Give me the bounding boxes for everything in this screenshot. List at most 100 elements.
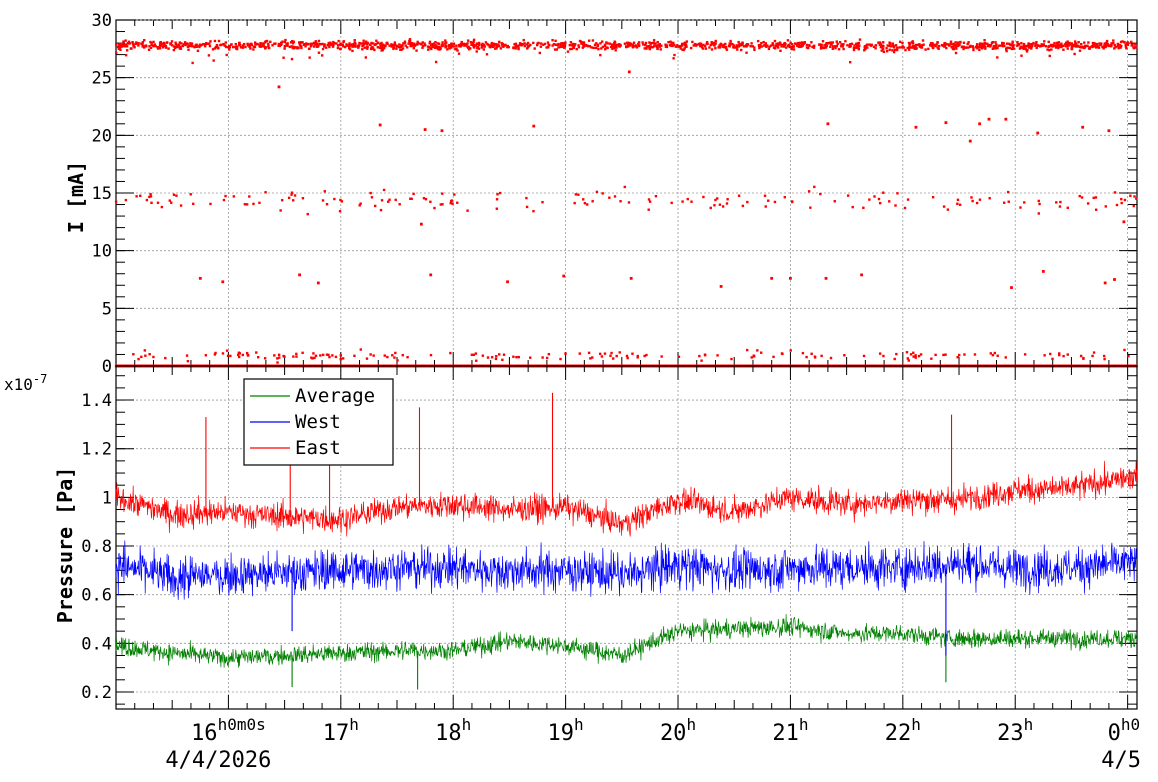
current-point <box>400 48 403 51</box>
current-point <box>801 44 805 47</box>
current-point <box>1047 45 1050 49</box>
y-tick-label: 30 <box>92 11 112 31</box>
current-point <box>539 42 543 45</box>
current-point <box>292 199 295 202</box>
current-point <box>335 42 338 45</box>
current-point <box>393 356 396 359</box>
current-point <box>512 46 515 50</box>
current-point <box>262 45 266 48</box>
legend: Average West East <box>243 378 394 466</box>
current-point <box>1008 42 1011 46</box>
current-point <box>371 47 375 50</box>
current-point <box>523 42 526 45</box>
current-point <box>149 46 153 49</box>
current-point <box>271 44 274 47</box>
current-point <box>133 46 136 49</box>
current-point <box>305 43 309 46</box>
current-point <box>763 44 766 47</box>
current-point <box>994 47 997 50</box>
current-point <box>825 44 828 48</box>
current-point <box>728 42 731 45</box>
current-point <box>1006 190 1010 194</box>
current-point <box>749 45 752 48</box>
current-point <box>779 49 782 52</box>
current-point <box>914 356 917 359</box>
current-point <box>183 41 187 44</box>
current-outlier-point <box>978 122 982 126</box>
current-point <box>844 40 847 43</box>
current-point <box>966 42 969 46</box>
current-point <box>866 43 869 46</box>
current-point <box>156 47 160 50</box>
current-point <box>868 198 871 201</box>
current-point <box>354 43 357 47</box>
current-point <box>542 43 545 46</box>
current-outlier-point <box>826 122 830 126</box>
current-point <box>225 349 229 352</box>
current-point <box>995 45 998 48</box>
current-point <box>626 356 629 360</box>
current-point <box>1112 41 1115 45</box>
current-point <box>1092 42 1095 45</box>
current-point <box>710 40 713 44</box>
current-point <box>124 43 128 46</box>
current-point <box>283 47 286 50</box>
current-point <box>416 42 419 46</box>
current-point <box>581 46 584 49</box>
current-point <box>263 357 267 360</box>
current-point <box>345 44 349 47</box>
current-point <box>363 46 367 49</box>
current-point <box>984 45 987 49</box>
current-point <box>896 192 899 195</box>
x-tick-label: 19h <box>548 715 584 746</box>
current-point <box>571 44 574 47</box>
current-point <box>981 46 984 50</box>
current-point <box>866 46 869 49</box>
current-point <box>252 48 255 51</box>
current-point <box>277 42 281 46</box>
current-point <box>412 46 416 50</box>
current-point <box>908 46 911 49</box>
current-point <box>705 42 708 46</box>
current-point <box>366 47 369 50</box>
current-point <box>627 45 630 48</box>
legend-label-average: Average <box>295 385 375 407</box>
current-point <box>835 40 838 43</box>
x-tick-label: 23h <box>997 715 1033 746</box>
current-point <box>971 199 974 203</box>
current-point <box>348 42 351 45</box>
current-point <box>1010 47 1014 51</box>
current-point <box>282 56 285 59</box>
current-point <box>386 355 389 359</box>
current-point <box>927 47 930 51</box>
current-point <box>441 192 444 195</box>
current-point <box>115 51 118 55</box>
series-line-west <box>115 540 1138 600</box>
current-point <box>446 48 449 51</box>
current-point <box>536 42 539 45</box>
current-point <box>359 348 363 351</box>
current-point <box>1023 201 1026 204</box>
current-point <box>172 48 176 52</box>
current-point <box>652 39 656 42</box>
current-point <box>831 47 835 50</box>
current-point <box>730 43 733 46</box>
current-point <box>203 44 207 48</box>
current-point <box>1120 201 1123 205</box>
current-point <box>237 355 241 359</box>
current-point <box>236 353 240 357</box>
current-point <box>553 48 557 51</box>
current-point <box>1125 47 1128 50</box>
current-point <box>810 41 813 44</box>
current-point <box>1079 354 1083 358</box>
current-point <box>358 41 361 45</box>
current-point <box>580 42 583 45</box>
current-point <box>655 45 659 49</box>
current-point <box>372 42 375 45</box>
current-point <box>729 39 732 43</box>
current-point <box>943 41 946 45</box>
current-point <box>872 45 876 49</box>
current-point <box>466 209 469 212</box>
current-point <box>789 349 792 352</box>
current-point <box>996 46 999 50</box>
